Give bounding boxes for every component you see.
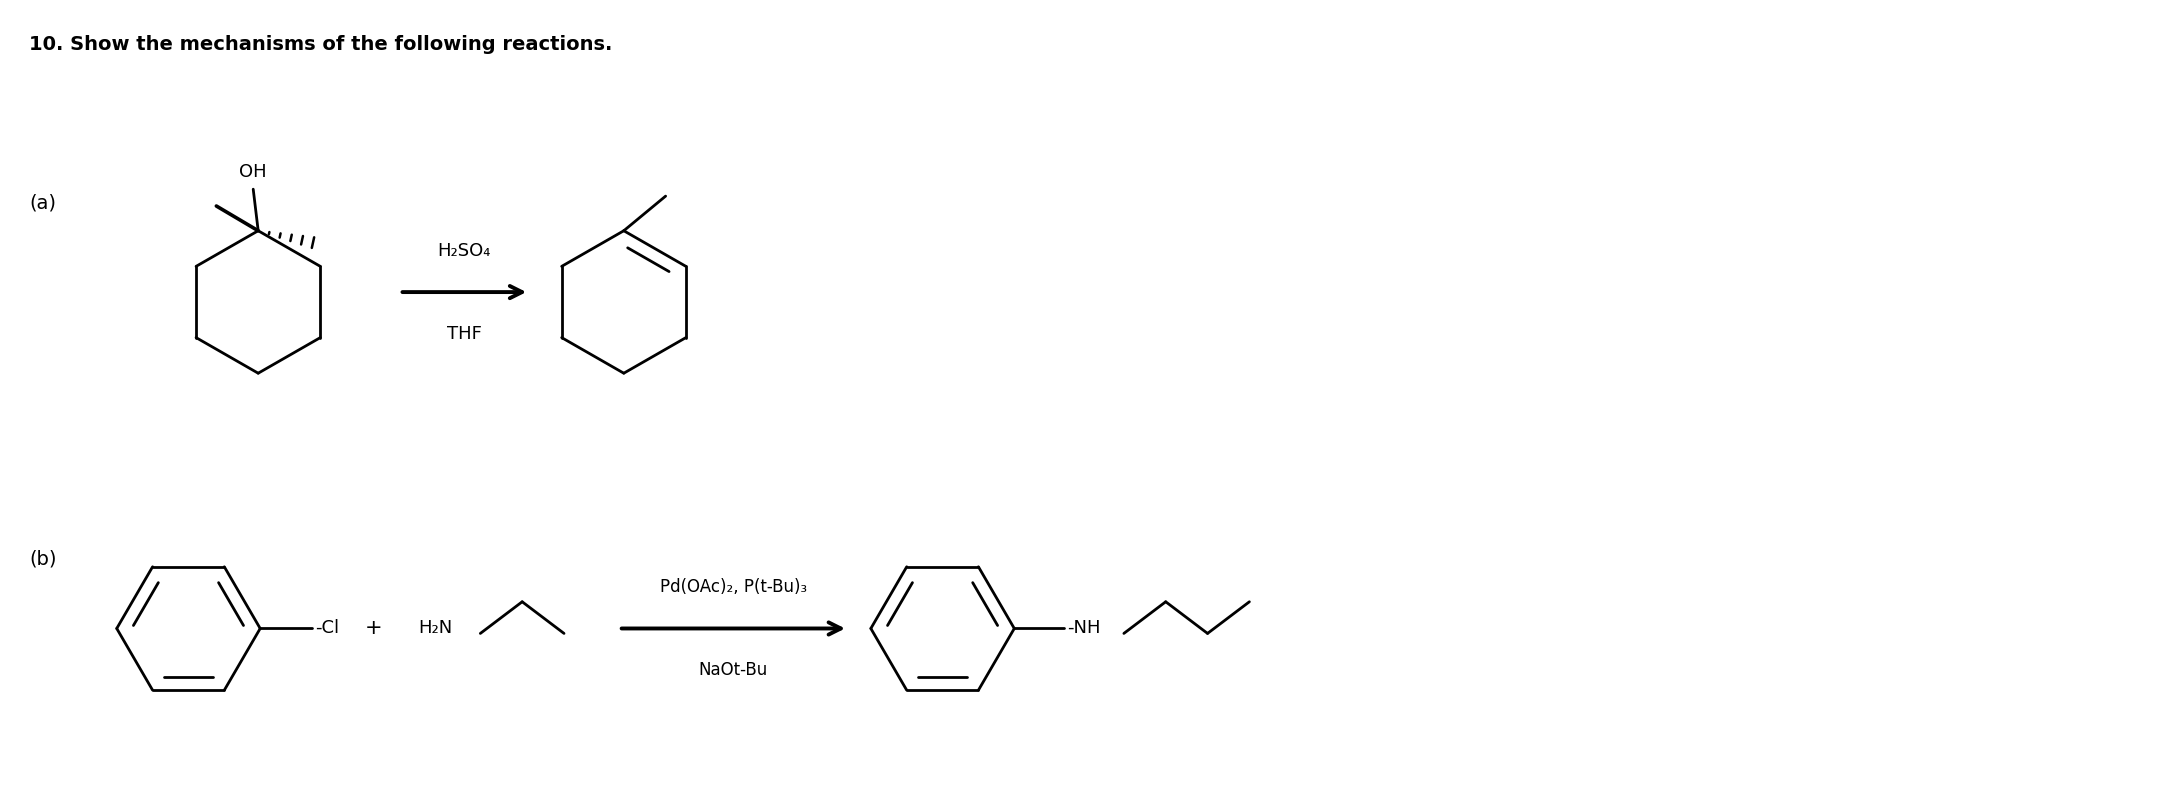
Text: H₂SO₄: H₂SO₄	[439, 241, 491, 259]
Text: +: +	[364, 619, 382, 638]
Text: (a): (a)	[28, 193, 57, 212]
Text: -Cl: -Cl	[314, 619, 338, 637]
Text: OH: OH	[240, 163, 266, 182]
Text: Pd(OAc)₂, P(t-Bu)₃: Pd(OAc)₂, P(t-Bu)₃	[659, 578, 807, 596]
Text: (b): (b)	[28, 549, 57, 569]
Text: H₂N: H₂N	[419, 619, 454, 637]
Text: -NH: -NH	[1067, 619, 1100, 637]
Text: 10. Show the mechanisms of the following reactions.: 10. Show the mechanisms of the following…	[28, 35, 613, 53]
Text: NaOt-Bu: NaOt-Bu	[698, 661, 768, 679]
Text: THF: THF	[447, 325, 482, 343]
